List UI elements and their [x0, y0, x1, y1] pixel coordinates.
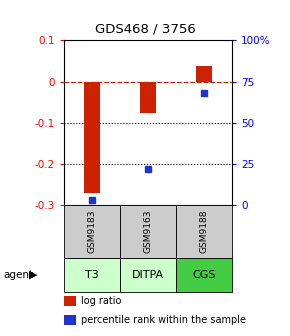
- Bar: [64, 296, 76, 306]
- Text: log ratio: log ratio: [81, 296, 121, 306]
- Text: GSM9183: GSM9183: [87, 210, 96, 253]
- Bar: [176, 258, 232, 292]
- Text: T3: T3: [85, 270, 99, 280]
- Text: percentile rank within the sample: percentile rank within the sample: [81, 315, 246, 325]
- Text: GSM9188: GSM9188: [200, 210, 209, 253]
- Bar: [64, 258, 120, 292]
- Text: agent: agent: [3, 270, 33, 280]
- Bar: [196, 66, 212, 82]
- Text: GDS468 / 3756: GDS468 / 3756: [95, 22, 195, 35]
- Text: GSM9163: GSM9163: [143, 210, 153, 253]
- Text: CGS: CGS: [192, 270, 216, 280]
- Text: ▶: ▶: [29, 270, 37, 280]
- Bar: [64, 205, 120, 258]
- Text: DITPA: DITPA: [132, 270, 164, 280]
- Bar: [120, 205, 176, 258]
- Bar: [64, 314, 76, 325]
- Bar: [120, 258, 176, 292]
- Bar: [176, 205, 232, 258]
- Bar: [84, 82, 100, 193]
- Bar: [140, 82, 156, 113]
